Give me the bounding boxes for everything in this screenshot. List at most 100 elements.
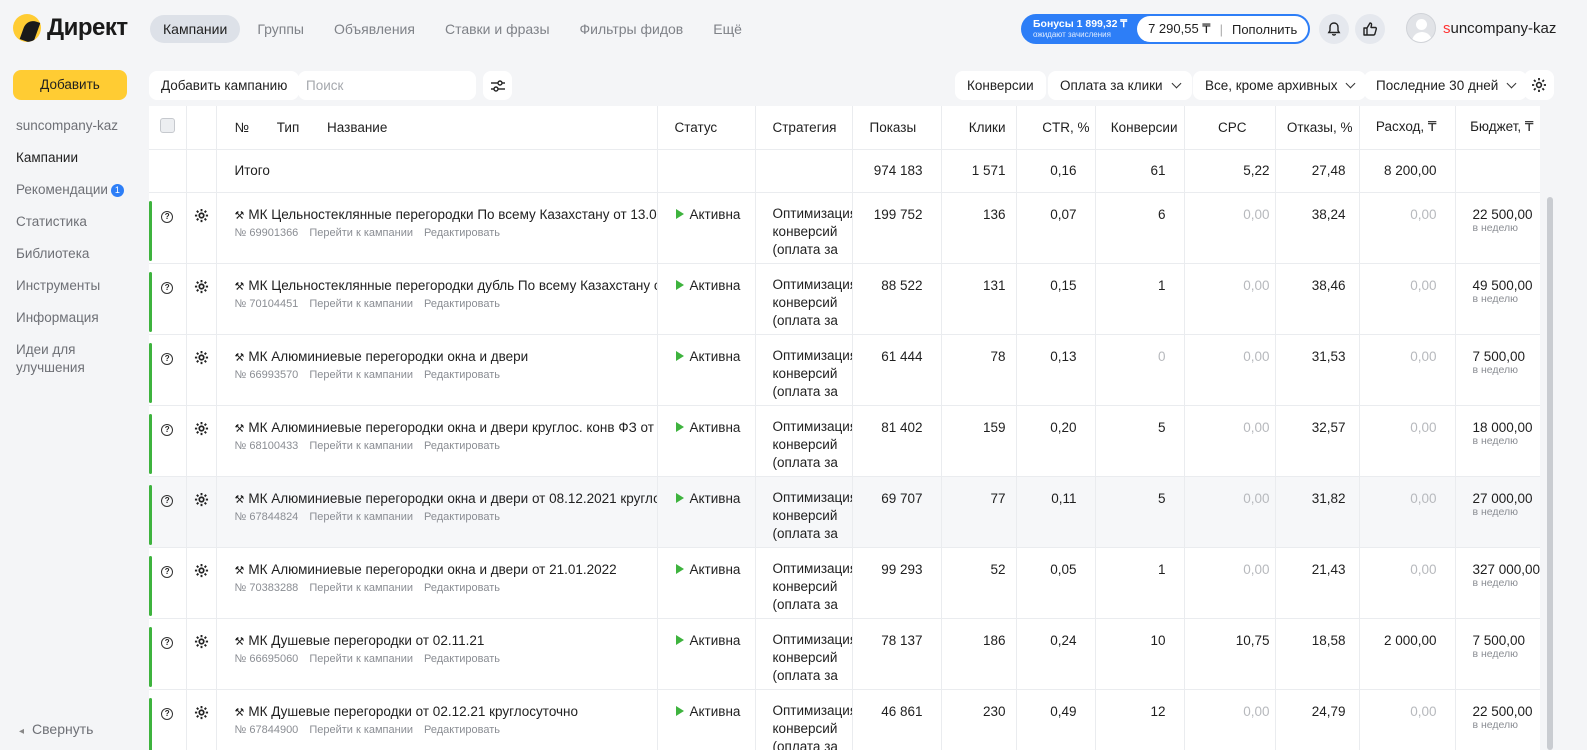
tab-ads[interactable]: Объявления — [333, 21, 415, 37]
header-num[interactable]: № — [234, 119, 249, 135]
edit-campaign-link[interactable]: Редактировать — [424, 723, 500, 736]
go-to-campaign-link[interactable]: Перейти к кампании — [309, 510, 413, 523]
sidebar-item-tools[interactable]: Инструменты — [16, 278, 101, 293]
header-bounce[interactable]: Отказы, % — [1275, 106, 1360, 150]
campaign-name[interactable]: МК Алюминиевые перегородки окна и двери … — [248, 490, 657, 506]
table-settings-button[interactable] — [1524, 70, 1554, 100]
gear-icon[interactable] — [194, 350, 209, 365]
campaign-name[interactable]: МК Алюминиевые перегородки окна и двери … — [248, 561, 617, 577]
budget-value[interactable]: 7 500,00 — [1472, 632, 1526, 648]
strategy-text[interactable]: Оптимизация конверсий (оплата за — [755, 547, 853, 619]
help-icon[interactable]: ? — [161, 352, 174, 365]
table-row[interactable]: ? ⚒ МК Душевые перегородки от 02.11.21 № 66… — [149, 618, 1540, 690]
header-type[interactable]: Тип — [276, 119, 300, 135]
table-row[interactable]: ? ⚒ МК Цельностеклянные перегородки По все… — [149, 192, 1540, 264]
select-all-checkbox[interactable] — [159, 118, 175, 134]
budget-value[interactable]: 18 000,00 — [1472, 419, 1533, 435]
help-icon[interactable]: ? — [161, 494, 174, 507]
filter-settings-button[interactable] — [483, 71, 512, 100]
budget-value[interactable]: 27 000,00 — [1472, 490, 1533, 506]
edit-campaign-link[interactable]: Редактировать — [424, 581, 500, 594]
campaign-name[interactable]: МК Алюминиевые перегородки окна и двери … — [248, 419, 657, 435]
go-to-campaign-link[interactable]: Перейти к кампании — [309, 297, 413, 310]
edit-campaign-link[interactable]: Редактировать — [424, 226, 500, 239]
budget-value[interactable]: 22 500,00 — [1472, 206, 1533, 222]
gear-icon[interactable] — [194, 279, 209, 294]
sidebar-item-campaigns[interactable]: Кампании — [16, 150, 79, 165]
sidebar-item-ideas[interactable]: Идеи для улучшения — [16, 342, 85, 375]
add-campaign-button[interactable]: Добавить кампанию — [149, 71, 300, 100]
strategy-text[interactable]: Оптимизация конверсий (оплата за — [755, 476, 853, 548]
sidebar-item-recommendations[interactable]: Рекомендации 1 — [16, 181, 136, 213]
header-clicks[interactable]: Клики — [941, 106, 1017, 150]
go-to-campaign-link[interactable]: Перейти к кампании — [309, 652, 413, 665]
header-name[interactable]: Название — [327, 119, 388, 135]
budget-value[interactable]: 327 000,00 — [1472, 561, 1540, 577]
table-row[interactable]: ? ⚒ МК Алюминиевые перегородки окна и двер… — [149, 547, 1540, 619]
campaign-name[interactable]: МК Алюминиевые перегородки окна и двери — [248, 348, 529, 364]
header-budget[interactable]: Бюджет, ₸ — [1455, 106, 1540, 150]
go-to-campaign-link[interactable]: Перейти к кампании — [309, 439, 413, 452]
go-to-campaign-link[interactable]: Перейти к кампании — [309, 226, 413, 239]
gear-icon[interactable] — [194, 705, 209, 720]
table-scrollbar[interactable] — [1547, 197, 1553, 750]
topup-button[interactable]: Пополнить — [1231, 21, 1298, 37]
budget-value[interactable]: 7 500,00 — [1472, 348, 1526, 364]
logo[interactable]: Директ — [13, 14, 128, 42]
strategy-text[interactable]: Оптимизация конверсий (оплата за — [755, 618, 853, 690]
table-row[interactable]: ? ⚒ МК Алюминиевые перегородки окна и двер… — [149, 405, 1540, 477]
gear-icon[interactable] — [194, 208, 209, 223]
sidebar-item-library[interactable]: Библиотека — [16, 246, 90, 261]
header-conversions[interactable]: Конверсии — [1095, 106, 1185, 150]
header-spend[interactable]: Расход, ₸ — [1359, 106, 1456, 150]
strategy-text[interactable]: Оптимизация конверсий (оплата за — [755, 263, 853, 335]
conversions-button[interactable]: Конверсии — [955, 71, 1046, 100]
period-dropdown[interactable]: Последние 30 дней — [1364, 71, 1528, 100]
budget-value[interactable]: 22 500,00 — [1472, 703, 1533, 719]
edit-campaign-link[interactable]: Редактировать — [424, 439, 500, 452]
campaign-name[interactable]: МК Цельностеклянные перегородки По всему… — [248, 206, 657, 222]
help-icon[interactable]: ? — [161, 423, 174, 436]
strategy-text[interactable]: Оптимизация конверсий (оплата за — [755, 192, 853, 264]
archive-filter-dropdown[interactable]: Все, кроме архивных — [1193, 71, 1367, 100]
tab-more[interactable]: Ещё — [713, 21, 742, 37]
user-menu[interactable]: suncompany-kaz — [1406, 13, 1556, 43]
edit-campaign-link[interactable]: Редактировать — [424, 368, 500, 381]
gear-icon[interactable] — [194, 421, 209, 436]
help-icon[interactable]: ? — [161, 707, 174, 720]
go-to-campaign-link[interactable]: Перейти к кампании — [309, 368, 413, 381]
go-to-campaign-link[interactable]: Перейти к кампании — [309, 723, 413, 736]
budget-value[interactable]: 49 500,00 — [1472, 277, 1533, 293]
table-row[interactable]: ? ⚒ МК Алюминиевые перегородки окна и двер… — [149, 476, 1540, 548]
header-shows[interactable]: Показы — [852, 106, 942, 150]
help-icon[interactable]: ? — [161, 281, 174, 294]
collapse-sidebar-button[interactable]: ◂ Свернуть — [19, 721, 93, 737]
tab-groups[interactable]: Группы — [257, 21, 304, 37]
header-status[interactable]: Статус — [657, 106, 756, 150]
gear-icon[interactable] — [194, 492, 209, 507]
header-ctr[interactable]: CTR, % — [1016, 106, 1096, 150]
header-strategy[interactable]: Стратегия — [755, 106, 853, 150]
tab-bids[interactable]: Ставки и фразы — [444, 21, 550, 37]
campaign-name[interactable]: МК Душевые перегородки от 02.11.21 — [248, 632, 485, 648]
help-icon[interactable]: ? — [161, 210, 174, 223]
add-button[interactable]: Добавить — [13, 70, 127, 100]
edit-campaign-link[interactable]: Редактировать — [424, 510, 500, 523]
table-row[interactable]: ? ⚒ МК Цельностеклянные перегородки дубль … — [149, 263, 1540, 335]
strategy-text[interactable]: Оптимизация конверсий (оплата за — [755, 689, 853, 750]
notifications-button[interactable] — [1319, 14, 1349, 44]
tab-feed-filters[interactable]: Фильтры фидов — [579, 21, 684, 37]
tab-campaigns[interactable]: Кампании — [150, 15, 241, 43]
sidebar-item-statistics[interactable]: Статистика — [16, 214, 87, 229]
table-row[interactable]: ? ⚒ МК Алюминиевые перегородки окна и двер… — [149, 334, 1540, 406]
balance-widget[interactable]: Бонусы 1 899,32 ₸ ожидают зачисления 7 2… — [1021, 14, 1311, 44]
bonus-info[interactable]: Бонусы 1 899,32 ₸ ожидают зачисления — [1023, 19, 1137, 40]
help-icon[interactable]: ? — [161, 565, 174, 578]
gear-icon[interactable] — [194, 634, 209, 649]
header-cpc[interactable]: CPC — [1184, 106, 1276, 150]
strategy-text[interactable]: Оптимизация конверсий (оплата за — [755, 334, 853, 406]
gear-icon[interactable] — [194, 563, 209, 578]
strategy-text[interactable]: Оптимизация конверсий (оплата за — [755, 405, 853, 477]
sidebar-item-account[interactable]: suncompany-kaz — [16, 118, 119, 133]
feedback-button[interactable] — [1355, 14, 1385, 44]
